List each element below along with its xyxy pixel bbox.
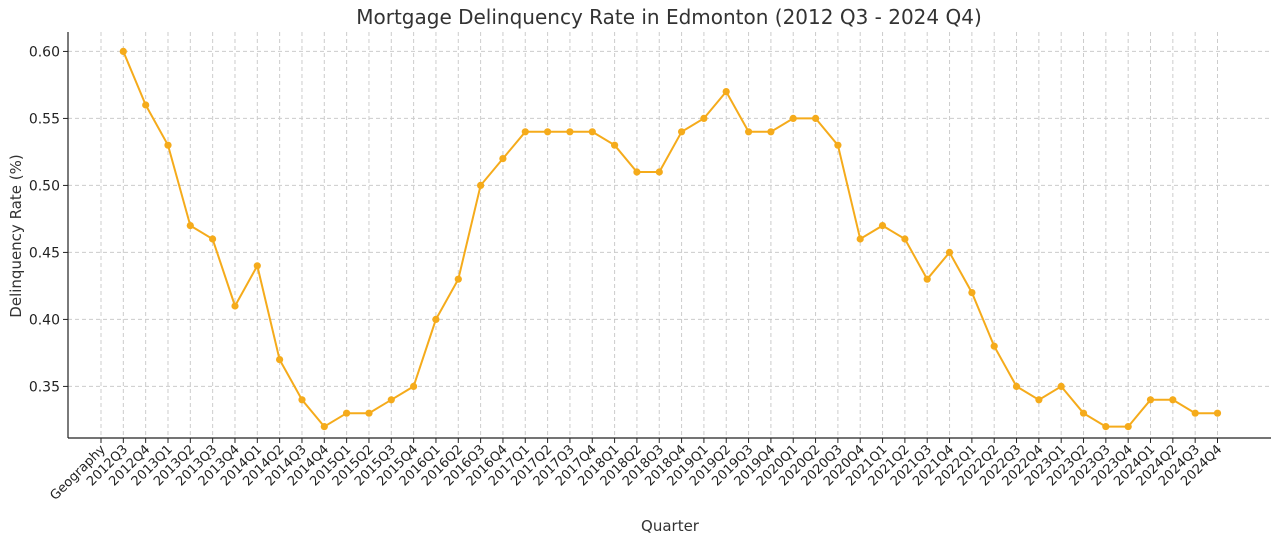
data-point (454, 275, 462, 283)
y-axis-label: Delinquency Rate (%) (7, 154, 25, 317)
data-point (142, 101, 150, 109)
data-point (633, 168, 641, 176)
y-tick-label: 0.60 (29, 44, 60, 60)
data-point (186, 222, 194, 230)
data-point (611, 141, 619, 149)
grid (68, 32, 1271, 438)
y-axis-ticks: 0.35 0.40 0.45 0.50 0.55 0.60 (29, 44, 68, 395)
data-point (1191, 409, 1199, 417)
axes (67, 32, 1271, 439)
data-point (1169, 396, 1177, 404)
data-point (521, 128, 529, 136)
y-tick-label: 0.45 (29, 245, 60, 261)
data-point (1012, 382, 1021, 390)
data-point (432, 315, 440, 323)
data-point (343, 409, 351, 417)
data-point (1079, 409, 1088, 417)
chart-title: Mortgage Delinquency Rate in Edmonton (2… (356, 5, 982, 29)
data-point (655, 168, 663, 176)
y-tick-label: 0.55 (29, 111, 60, 127)
data-point (767, 128, 775, 136)
data-point (276, 356, 284, 364)
data-point (990, 342, 998, 350)
data-point (789, 114, 797, 122)
data-point (722, 88, 730, 96)
data-point (1102, 423, 1110, 431)
data-point (834, 141, 842, 149)
data-point (812, 114, 820, 122)
data-point (588, 128, 596, 136)
y-tick-label: 0.35 (29, 379, 60, 395)
data-point (878, 222, 887, 230)
data-point (365, 409, 373, 417)
data-point (231, 302, 239, 310)
data-point (566, 128, 574, 136)
y-tick-label: 0.50 (29, 178, 60, 194)
data-point (477, 181, 485, 189)
data-point (945, 248, 954, 256)
series-line (122, 51, 1218, 428)
data-point (499, 155, 507, 163)
x-axis-ticks: Geography2012Q32012Q42013Q12013Q22013Q32… (47, 438, 1225, 504)
data-point (1035, 396, 1043, 404)
data-point (387, 396, 395, 404)
data-point (209, 235, 217, 243)
data-point (410, 382, 418, 390)
y-tick-label: 0.40 (29, 312, 60, 328)
data-point (544, 128, 552, 136)
data-point (856, 235, 864, 243)
data-point (164, 141, 172, 149)
data-point (700, 114, 708, 122)
x-axis-label: Quarter (641, 517, 700, 535)
data-point (253, 262, 261, 270)
data-point (1057, 382, 1065, 390)
data-point (923, 275, 931, 283)
data-point (119, 47, 127, 56)
data-point (678, 128, 686, 136)
data-point (745, 128, 753, 136)
data-point (1146, 396, 1155, 404)
data-point (298, 396, 306, 404)
data-point (901, 235, 909, 243)
data-point (1213, 409, 1222, 417)
data-point (968, 289, 976, 297)
series (119, 47, 1222, 431)
data-point (320, 423, 328, 431)
data-point (1124, 423, 1132, 431)
